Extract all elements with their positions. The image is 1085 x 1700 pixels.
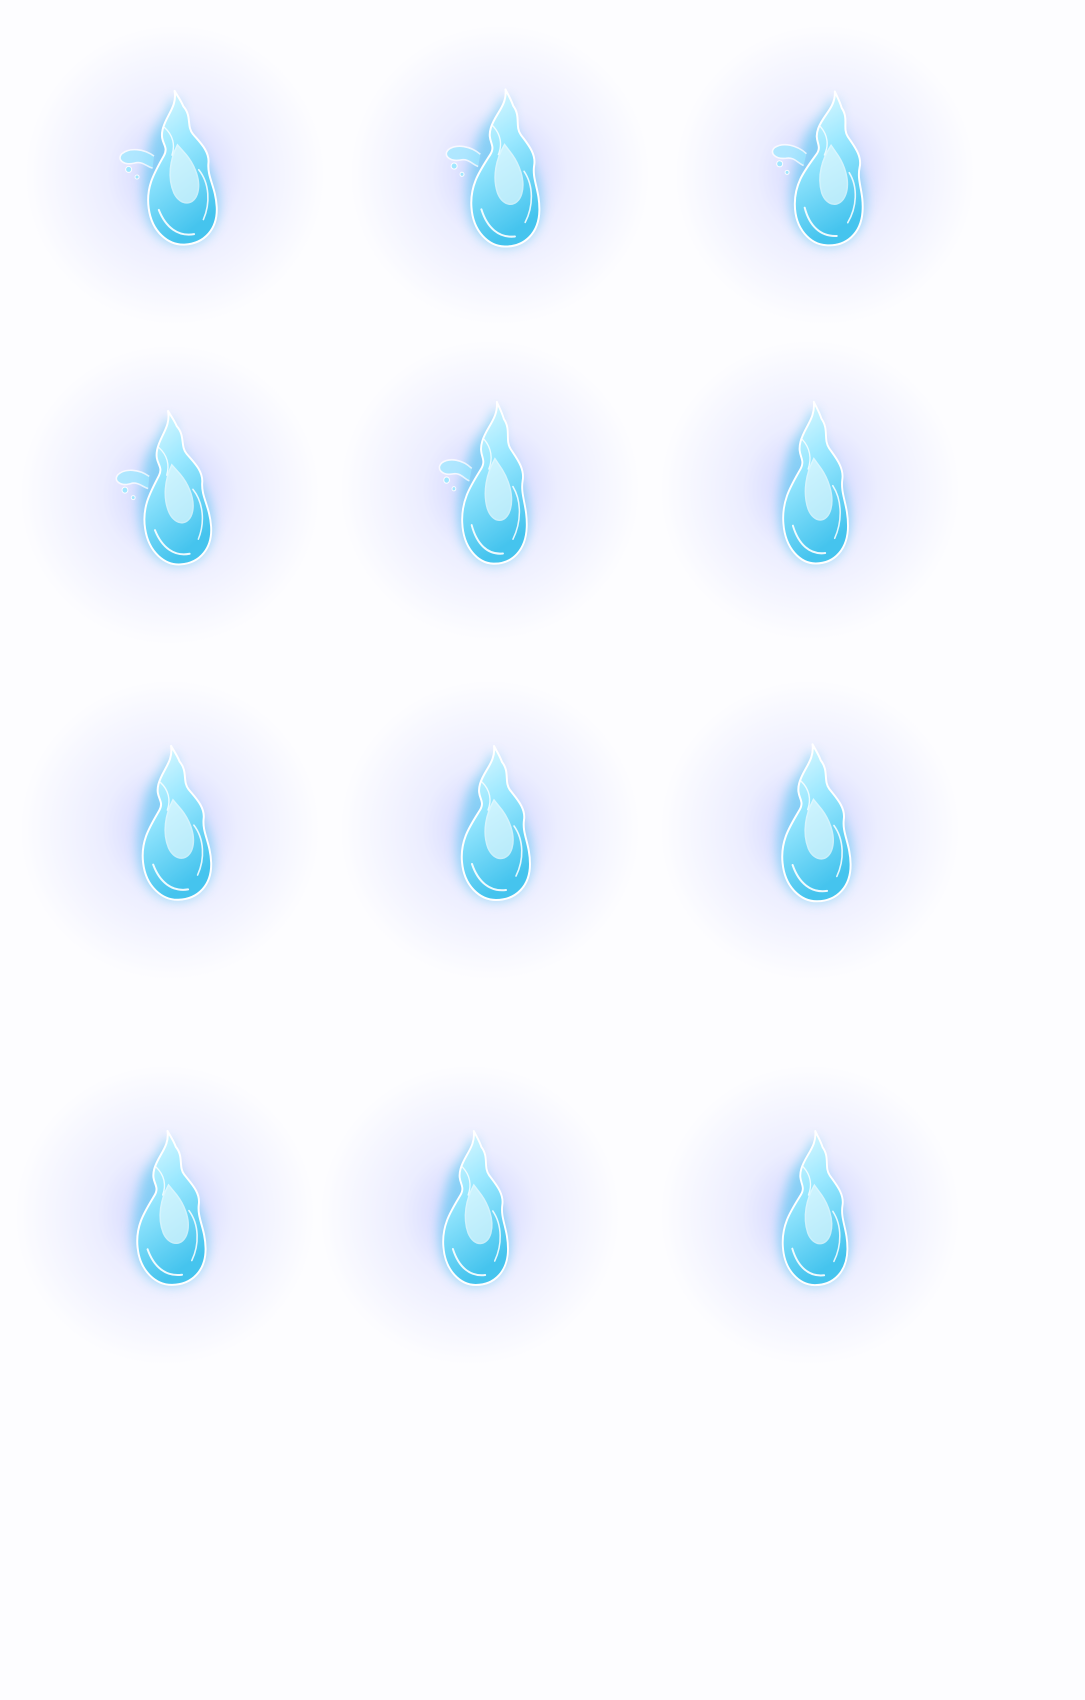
flame-frame-6 [630, 310, 990, 670]
flame-frame-2 [320, 0, 680, 355]
flame-frame-11 [290, 1035, 650, 1395]
flame-wisps [119, 148, 155, 180]
blue-flame-icon [340, 340, 640, 640]
blue-flame-icon [320, 1065, 620, 1365]
blue-flame-icon [25, 25, 325, 325]
flame-frame-5 [310, 310, 670, 670]
flame-frame-4 [0, 315, 350, 675]
flame-wisps [445, 145, 481, 177]
blue-flame-icon [20, 680, 320, 980]
flame-wisps [438, 458, 473, 492]
flame-frame-8 [310, 650, 670, 1010]
flame-frame-9 [630, 650, 990, 1010]
flame-frame-12 [630, 1035, 990, 1395]
blue-flame-icon [20, 345, 320, 645]
flame-wisps [771, 143, 807, 175]
blue-flame-icon [660, 1065, 960, 1365]
flame-frame-3 [645, 0, 1005, 355]
flame-frame-10 [0, 1035, 345, 1395]
flame-frame-1 [0, 0, 355, 355]
blue-flame-icon [675, 25, 975, 325]
flame-wisps [115, 469, 150, 501]
blue-flame-icon [15, 1065, 315, 1365]
blue-flame-icon [350, 25, 650, 325]
blue-flame-icon [340, 680, 640, 980]
flame-frame-7 [0, 650, 350, 1010]
blue-flame-icon [660, 340, 960, 640]
blue-flame-icon [660, 680, 960, 980]
